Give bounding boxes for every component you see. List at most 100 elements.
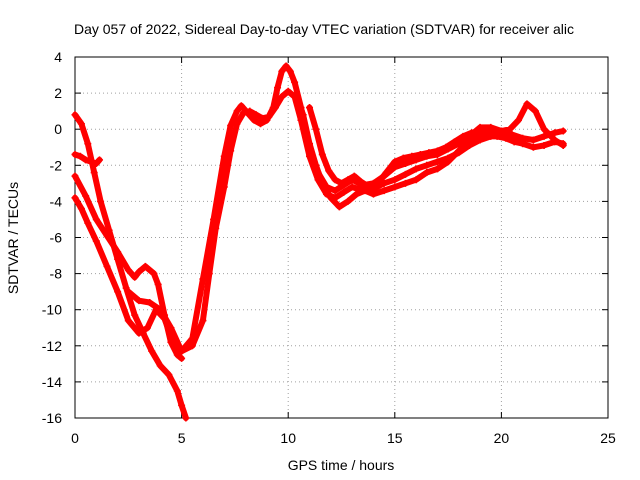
data-point — [514, 116, 522, 124]
data-point — [540, 132, 548, 140]
data-point — [182, 414, 190, 422]
data-point — [325, 167, 333, 175]
data-point — [433, 158, 441, 166]
data-point — [124, 288, 132, 296]
data-point — [284, 87, 292, 95]
data-point — [391, 183, 399, 191]
data-point — [391, 176, 399, 184]
data-point — [312, 161, 320, 169]
data-series-2 — [71, 150, 104, 167]
data-point — [135, 268, 143, 276]
y-tick-label: -12 — [42, 338, 62, 354]
data-point — [220, 183, 228, 191]
data-point — [71, 172, 79, 180]
data-point — [523, 100, 531, 108]
data-point — [352, 190, 360, 198]
y-tick-label: -10 — [42, 302, 62, 318]
data-point — [455, 147, 463, 155]
data-point — [293, 93, 301, 101]
data-point — [188, 342, 196, 350]
data-point — [399, 154, 407, 162]
data-point — [156, 306, 164, 314]
data-point — [71, 111, 79, 119]
data-point — [131, 311, 139, 319]
data-point — [199, 317, 207, 325]
data-point — [459, 132, 467, 140]
data-point — [374, 179, 382, 187]
x-tick-label: 15 — [387, 430, 403, 446]
data-point — [401, 170, 409, 178]
data-point — [103, 262, 111, 270]
data-point — [148, 347, 156, 355]
data-point — [237, 102, 245, 110]
y-tick-label: -6 — [50, 230, 63, 246]
data-point — [150, 270, 158, 278]
data-point — [84, 219, 92, 227]
data-point — [97, 197, 105, 205]
data-point — [312, 125, 320, 133]
data-point — [278, 93, 286, 101]
data-point — [167, 324, 175, 332]
data-series-6 — [293, 93, 567, 211]
data-point — [84, 140, 92, 148]
data-point — [124, 317, 132, 325]
data-point — [331, 187, 339, 195]
data-point — [335, 203, 343, 211]
data-point — [433, 147, 441, 155]
data-point — [532, 107, 540, 115]
data-point — [71, 150, 79, 158]
data-point — [340, 188, 348, 196]
data-point — [493, 132, 501, 140]
data-point — [114, 248, 122, 256]
data-point — [423, 161, 431, 169]
data-point — [391, 158, 399, 166]
x-axis-label: GPS time / hours — [288, 457, 395, 473]
data-point — [90, 169, 98, 177]
data-series-7 — [306, 104, 527, 191]
data-point — [239, 109, 247, 117]
data-point — [529, 143, 537, 151]
data-point — [380, 187, 388, 195]
data-point — [551, 136, 559, 144]
data-point — [306, 104, 314, 112]
data-point — [291, 78, 299, 86]
data-point — [131, 273, 139, 281]
chart-title: Day 057 of 2022, Sidereal Day-to-day VTE… — [74, 21, 574, 37]
data-point — [344, 176, 352, 184]
data-point — [135, 297, 143, 305]
data-point — [178, 347, 186, 355]
data-point — [344, 197, 352, 205]
data-point — [178, 354, 186, 362]
data-point — [205, 270, 213, 278]
data-point — [82, 192, 90, 200]
data-point — [412, 165, 420, 173]
y-tick-label: -8 — [50, 266, 63, 282]
data-point — [135, 329, 143, 337]
data-point — [559, 141, 567, 149]
data-point — [408, 152, 416, 160]
data-point — [156, 362, 164, 370]
y-tick-label: -14 — [42, 374, 62, 390]
y-tick-label: -4 — [50, 193, 63, 209]
data-point — [173, 351, 181, 359]
data-point — [233, 107, 241, 115]
data-point — [506, 125, 514, 133]
data-point — [199, 275, 207, 283]
data-point — [502, 134, 510, 142]
data-point — [365, 183, 373, 191]
data-point — [423, 169, 431, 177]
data-point — [220, 152, 228, 160]
y-tick-label: 0 — [54, 121, 62, 137]
data-point — [92, 215, 100, 223]
data-point — [450, 138, 458, 146]
data-point — [141, 262, 149, 270]
data-point — [306, 140, 314, 148]
data-point — [227, 122, 235, 130]
data-point — [510, 138, 518, 146]
x-tick-label: 20 — [494, 430, 510, 446]
data-point — [540, 125, 548, 133]
series-line — [72, 111, 189, 421]
data-point — [82, 156, 90, 164]
